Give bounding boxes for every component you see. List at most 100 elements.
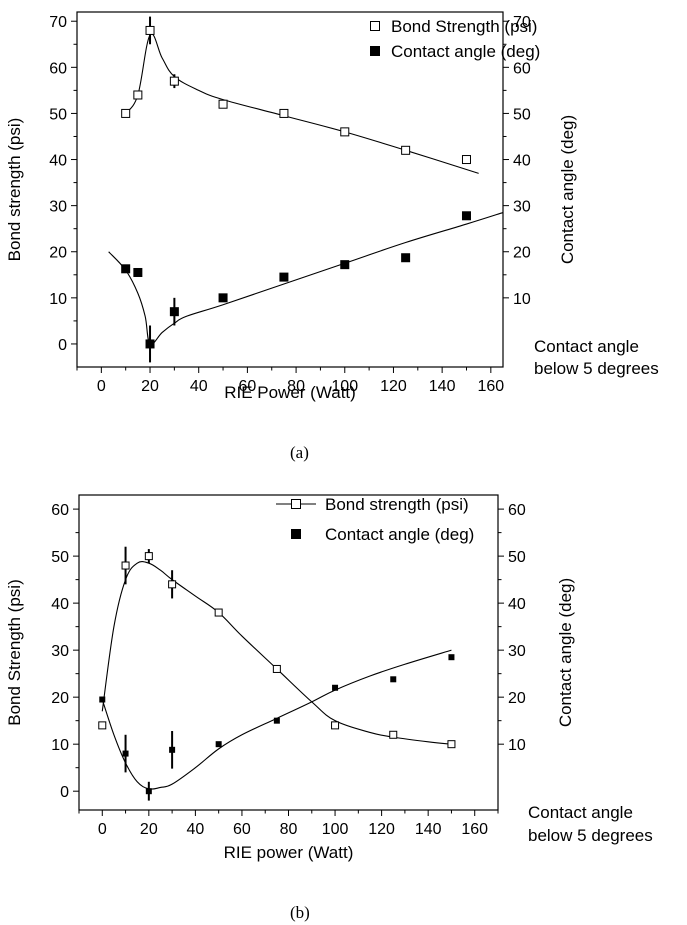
plot-frame xyxy=(76,11,504,368)
fit-curve xyxy=(125,33,479,174)
data-point xyxy=(218,293,228,303)
chart-panel-a: 0 20 40 60 80 100 120 140 160 0 10 20 30 40 50 60 70 10 20… xyxy=(5,11,659,462)
x-tick-label: 120 xyxy=(368,821,395,838)
x-tick-label: 20 xyxy=(140,821,158,838)
y2-tick-label: 20 xyxy=(513,245,531,262)
legend-entry: Contact angle (deg) xyxy=(391,42,540,61)
contact-angle-note: below 5 degrees xyxy=(534,359,659,378)
legend-entry: Contact angle (deg) xyxy=(325,525,474,544)
x-axis-label: RIE power (Watt) xyxy=(224,843,354,862)
legend: Bond strength (psi) Contact angle (deg) xyxy=(276,495,474,544)
y-tick-label: 0 xyxy=(60,784,69,801)
data-point xyxy=(145,339,155,349)
data-point xyxy=(279,272,289,282)
data-point xyxy=(169,746,176,753)
y2-tick-label: 40 xyxy=(513,153,531,170)
y-tick-label: 40 xyxy=(49,153,67,170)
y2-tick-label: 50 xyxy=(513,106,531,123)
data-point xyxy=(332,684,339,691)
data-point xyxy=(144,552,153,561)
y-tick-label: 50 xyxy=(49,106,67,123)
contact-angle-note: Contact angle xyxy=(534,337,639,356)
series-contact-angle xyxy=(99,649,455,801)
y-tick-label: 10 xyxy=(51,737,69,754)
x-tick-label: 60 xyxy=(233,821,251,838)
legend: Bond Strength (psi) Contact angle (deg) xyxy=(370,17,540,61)
data-point xyxy=(331,721,340,730)
data-point xyxy=(133,267,143,277)
data-point xyxy=(218,99,228,109)
x-tick-label: 140 xyxy=(415,821,442,838)
x-tick-label: 20 xyxy=(141,378,159,395)
y-tick-label: 40 xyxy=(51,596,69,613)
y-tick-label: 60 xyxy=(49,60,67,77)
data-point xyxy=(133,90,143,100)
fit-curve xyxy=(101,560,452,745)
figure-caption: (b) xyxy=(290,903,310,922)
x-tick-label: 80 xyxy=(287,378,305,395)
y2-tick-label: 30 xyxy=(513,199,531,216)
x-tick-label: 140 xyxy=(429,378,456,395)
y-tick-label: 20 xyxy=(51,690,69,707)
x-tick-label: 160 xyxy=(461,821,488,838)
data-point xyxy=(169,307,179,317)
data-point xyxy=(401,145,411,155)
y2-tick-label: 60 xyxy=(508,502,526,519)
data-point xyxy=(122,750,129,757)
y-tick-label: 0 xyxy=(58,337,67,354)
y-tick-label: 20 xyxy=(49,245,67,262)
legend-filled-square-marker xyxy=(291,529,301,539)
data-point xyxy=(461,211,471,221)
data-point xyxy=(401,253,411,263)
data-point xyxy=(461,155,471,165)
data-point xyxy=(98,721,107,730)
legend-entry: Bond strength (psi) xyxy=(325,495,469,514)
x-tick-label: 160 xyxy=(477,378,504,395)
fit-curve xyxy=(108,212,504,345)
y2-tick-label: 50 xyxy=(508,549,526,566)
x-tick-label: 40 xyxy=(190,378,208,395)
y2-tick-label: 70 xyxy=(513,14,531,31)
chart-panel-b: 0 20 40 60 80 100 120 140 160 0 10 20 30 40 50 60 10 20 30… xyxy=(5,494,653,922)
data-point xyxy=(214,608,223,617)
y-axis-label: Bond strength (psi) xyxy=(5,118,24,262)
y-tick-label: 60 xyxy=(51,502,69,519)
data-point xyxy=(121,108,131,118)
y2-axis-label: Contact angle (deg) xyxy=(556,578,575,727)
x-tick-label: 100 xyxy=(322,821,349,838)
data-point xyxy=(168,580,177,589)
contact-angle-note: below 5 degrees xyxy=(528,826,653,845)
y2-tick-label: 10 xyxy=(508,737,526,754)
x-tick-label: 80 xyxy=(280,821,298,838)
contact-angle-note: Contact angle xyxy=(528,803,633,822)
series-contact-angle xyxy=(108,211,504,363)
x-axis-label: RIE Power (Watt) xyxy=(224,383,356,402)
x-tick-label: 0 xyxy=(98,821,107,838)
y-tick-label: 30 xyxy=(51,643,69,660)
y-axis-label: Bond Strength (psi) xyxy=(5,579,24,725)
data-point xyxy=(99,696,106,703)
data-point xyxy=(340,127,350,137)
x-tick-label: 60 xyxy=(239,378,257,395)
y-tick-label: 70 xyxy=(49,14,67,31)
legend-open-square-marker xyxy=(291,499,301,509)
data-point xyxy=(169,76,179,86)
data-point xyxy=(121,264,131,274)
data-point xyxy=(340,260,350,270)
data-point xyxy=(389,730,398,739)
data-point xyxy=(145,25,155,35)
x-tick-label: 40 xyxy=(186,821,204,838)
data-point xyxy=(447,740,456,749)
legend-entry: Bond Strength (psi) xyxy=(391,17,537,36)
x-tick-label: 120 xyxy=(380,378,407,395)
series-bond-strength xyxy=(121,16,479,174)
y-tick-label: 30 xyxy=(49,199,67,216)
data-point xyxy=(145,788,152,795)
data-point xyxy=(448,654,455,661)
legend-filled-square-marker xyxy=(370,46,380,56)
x-tick-label: 100 xyxy=(331,378,358,395)
y2-tick-label: 40 xyxy=(508,596,526,613)
y2-tick-label: 20 xyxy=(508,690,526,707)
y2-tick-label: 10 xyxy=(513,291,531,308)
